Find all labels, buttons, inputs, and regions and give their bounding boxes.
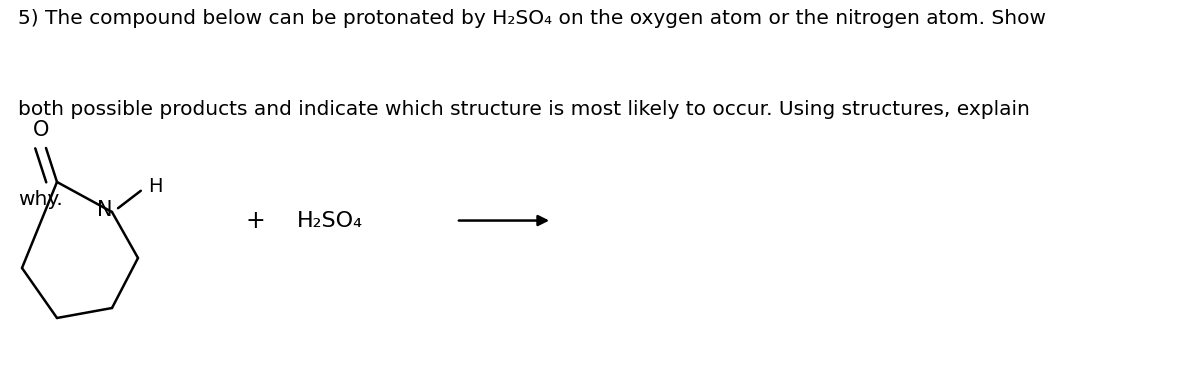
Text: both possible products and indicate which structure is most likely to occur. Usi: both possible products and indicate whic… xyxy=(18,100,1030,119)
FancyArrowPatch shape xyxy=(458,216,546,225)
Text: H₂SO₄: H₂SO₄ xyxy=(296,210,362,231)
Text: why.: why. xyxy=(18,190,62,209)
Text: H: H xyxy=(148,178,162,196)
Text: N: N xyxy=(97,201,113,221)
Text: O: O xyxy=(34,121,49,141)
Text: 5) The compound below can be protonated by H₂SO₄ on the oxygen atom or the nitro: 5) The compound below can be protonated … xyxy=(18,9,1046,28)
Text: +: + xyxy=(246,208,265,233)
